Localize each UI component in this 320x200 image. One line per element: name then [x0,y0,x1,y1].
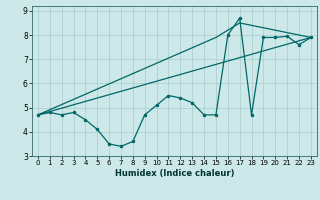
X-axis label: Humidex (Indice chaleur): Humidex (Indice chaleur) [115,169,234,178]
